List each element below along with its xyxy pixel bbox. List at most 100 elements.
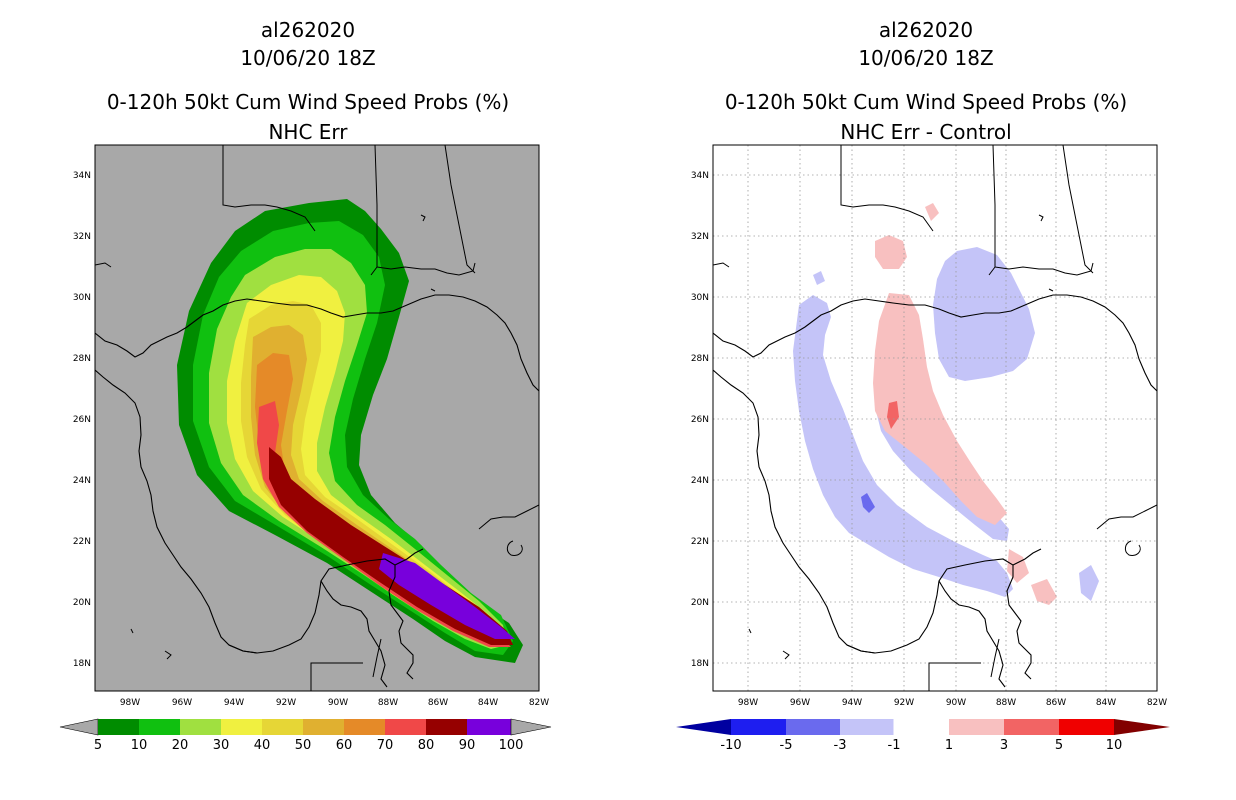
right-title-product: 0-120h 50kt Cum Wind Speed Probs (%): [725, 90, 1127, 114]
left-xtick-94w: 94W: [224, 698, 244, 708]
diff-area-neg1-west: [793, 295, 1013, 597]
left-colorbar-bin-80-90: [426, 719, 467, 735]
prob-contour-40: [241, 301, 509, 647]
left-colorbar-low-arrow: [59, 718, 99, 736]
right-xtick-88w: 88W: [996, 698, 1016, 708]
right-xtick-90w: 90W: [946, 698, 966, 708]
left-xtick-90w: 90W: [328, 698, 348, 708]
left-ytick-32n: 32N: [73, 232, 91, 242]
left-colorbar-bin-90-100: [467, 719, 511, 735]
right-colorbar-bin-p3-p5: [1004, 719, 1059, 735]
left-panel: al262020 10/06/20 18Z 0-120h 50kt Cum Wi…: [59, 18, 552, 753]
left-colorbar-bin-10-20: [139, 719, 180, 735]
left-ytick-22n: 22N: [73, 537, 91, 547]
right-cb-label-p3: 3: [1000, 738, 1008, 753]
left-xtick-86w: 86W: [428, 698, 448, 708]
diff-area-pos3: [887, 401, 899, 429]
right-y-axis: 34N 32N 30N 28N 26N 24N 22N 20N 18N: [691, 171, 709, 669]
right-colorbar: -10 -5 -3 -1 1 3 5 10: [676, 718, 1170, 753]
right-xtick-86w: 86W: [1046, 698, 1066, 708]
right-map-frame: 34N 32N 30N 28N 26N 24N 22N 20N 18N 98W …: [691, 144, 1167, 708]
left-colorbar-bin-30-40: [221, 719, 262, 735]
diff-area-neg1-small1: [813, 271, 825, 285]
right-ytick-30n: 30N: [691, 293, 709, 303]
left-map-frame: 34N 32N 30N 28N 26N 24N 22N 20N 18N 98W …: [73, 144, 549, 708]
left-ytick-20n: 20N: [73, 598, 91, 608]
right-ytick-24n: 24N: [691, 476, 709, 486]
right-colorbar-bin-n10-n5: [731, 719, 786, 735]
right-colorbar-bin-n3-n1: [840, 719, 894, 735]
right-ytick-32n: 32N: [691, 232, 709, 242]
left-colorbar-bin-5-10: [98, 719, 139, 735]
left-cb-label-70: 70: [377, 738, 394, 753]
left-cb-label-100: 100: [499, 738, 524, 753]
left-cb-label-10: 10: [131, 738, 148, 753]
left-xtick-96w: 96W: [172, 698, 192, 708]
left-colorbar-high-arrow: [510, 718, 552, 736]
left-ytick-28n: 28N: [73, 354, 91, 364]
right-ytick-28n: 28N: [691, 354, 709, 364]
left-xtick-98w: 98W: [120, 698, 140, 708]
right-cb-label-n10: -10: [720, 738, 741, 753]
left-title-subtitle: NHC Err: [268, 120, 348, 144]
right-x-axis: 98W 96W 94W 92W 90W 88W 86W 84W 82W: [738, 698, 1167, 708]
right-ytick-26n: 26N: [691, 415, 709, 425]
right-xtick-96w: 96W: [790, 698, 810, 708]
prob-contour-90: [379, 553, 515, 639]
left-cb-label-50: 50: [295, 738, 312, 753]
left-cb-label-60: 60: [336, 738, 353, 753]
left-ytick-18n: 18N: [73, 659, 91, 669]
right-colorbar-bin-n1-p1: [893, 718, 950, 736]
right-cb-label-n5: -5: [780, 738, 793, 753]
left-colorbar: 5 10 20 30 40 50 60 70 80 90 100: [59, 718, 552, 753]
left-colorbar-bin-20-30: [180, 719, 221, 735]
diff-area-neg3: [861, 493, 875, 513]
diff-area-pos1-main: [873, 293, 1007, 525]
right-panel: al262020 10/06/20 18Z 0-120h 50kt Cum Wi…: [676, 18, 1170, 753]
left-map-border: [94, 144, 540, 692]
left-colorbar-bin-40-50: [262, 719, 303, 735]
right-cb-label-p1: 1: [945, 738, 953, 753]
right-ytick-34n: 34N: [691, 171, 709, 181]
right-colorbar-high-arrow: [1114, 719, 1170, 735]
right-colorbar-bin-p1-p3: [949, 719, 1004, 735]
diff-area-pos1-far-se: [1031, 579, 1057, 605]
right-xtick-92w: 92W: [894, 698, 914, 708]
left-colorbar-bin-50-60: [303, 719, 344, 735]
right-cb-label-p10: 10: [1106, 738, 1123, 753]
diff-area-neg1-east: [933, 247, 1035, 381]
right-xtick-82w: 82W: [1147, 698, 1167, 708]
left-colorbar-bin-60-70: [344, 719, 385, 735]
right-cb-label-n3: -3: [834, 738, 847, 753]
left-ytick-24n: 24N: [73, 476, 91, 486]
left-ytick-30n: 30N: [73, 293, 91, 303]
left-title-date: 10/06/20 18Z: [240, 46, 375, 70]
left-title-product: 0-120h 50kt Cum Wind Speed Probs (%): [107, 90, 509, 114]
left-ytick-26n: 26N: [73, 415, 91, 425]
right-ytick-20n: 20N: [691, 598, 709, 608]
right-ytick-18n: 18N: [691, 659, 709, 669]
left-colorbar-bin-70-80: [385, 719, 426, 735]
right-cb-label-p5: 5: [1055, 738, 1063, 753]
right-colorbar-bin-p5-p10: [1059, 719, 1114, 735]
right-colorbar-bin-n5-n3: [786, 719, 840, 735]
left-xtick-84w: 84W: [478, 698, 498, 708]
left-cb-label-90: 90: [459, 738, 476, 753]
left-title-storm-id: al262020: [261, 18, 355, 42]
right-ytick-22n: 22N: [691, 537, 709, 547]
right-xtick-98w: 98W: [738, 698, 758, 708]
left-xtick-82w: 82W: [529, 698, 549, 708]
diff-area-neg1-small2: [1079, 565, 1099, 601]
left-xtick-92w: 92W: [276, 698, 296, 708]
right-title-subtitle: NHC Err - Control: [840, 120, 1011, 144]
right-xtick-94w: 94W: [842, 698, 862, 708]
left-cb-label-20: 20: [172, 738, 189, 753]
right-map-border: [712, 144, 1158, 692]
right-title-date: 10/06/20 18Z: [858, 46, 993, 70]
left-cb-label-5: 5: [94, 738, 102, 753]
left-cb-label-30: 30: [213, 738, 230, 753]
diff-area-pos1-ne: [925, 203, 939, 221]
left-cb-label-80: 80: [418, 738, 435, 753]
diff-area-pos1-north: [875, 235, 907, 269]
